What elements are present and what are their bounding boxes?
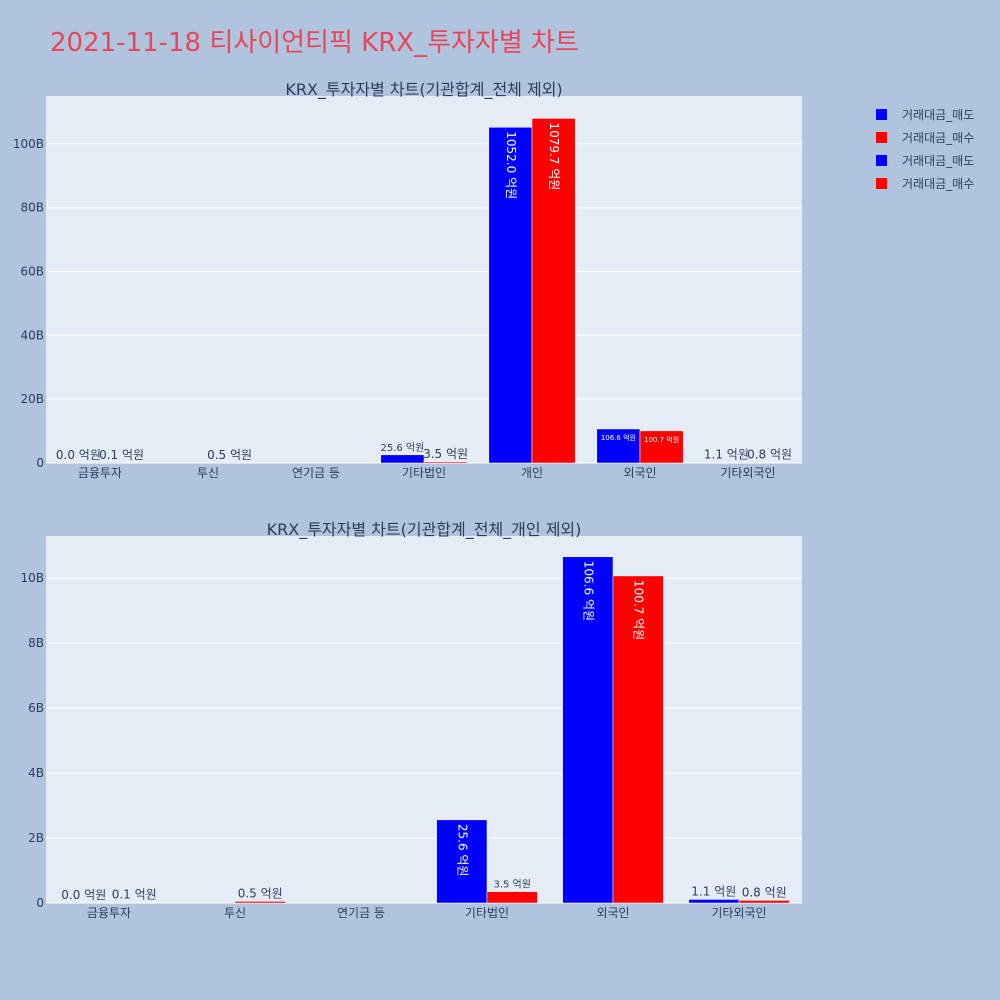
bar-sell[interactable] bbox=[380, 454, 425, 464]
x-tick-label: 기타법인 bbox=[402, 466, 446, 480]
legend-label[interactable]: 거래대금_매도 bbox=[902, 154, 974, 168]
legend-label[interactable]: 거래대금_매도 bbox=[902, 108, 974, 122]
bar-sell[interactable] bbox=[436, 819, 488, 904]
y-tick-label: 60B bbox=[20, 265, 44, 279]
x-tick-label: 기타외국인 bbox=[711, 906, 766, 920]
y-tick-label: 40B bbox=[20, 328, 44, 342]
bar-buy[interactable] bbox=[234, 901, 286, 904]
x-tick-label: 투신 bbox=[224, 906, 246, 920]
y-tick-label: 80B bbox=[20, 201, 44, 215]
data-label: 3.5 억원 bbox=[423, 447, 468, 461]
data-label: 0.8 억원 bbox=[747, 448, 792, 462]
y-tick-label: 4B bbox=[28, 766, 44, 780]
x-tick-label: 개인 bbox=[521, 466, 543, 480]
page-title: 2021-11-18 티사이언티픽 KRX_투자자별 차트 bbox=[50, 28, 579, 58]
data-label: 106.6 억원 bbox=[581, 561, 595, 621]
data-label: 0.5 억원 bbox=[207, 448, 252, 462]
chart-title: KRX_투자자별 차트(기관합계_전체 제외) bbox=[285, 80, 562, 100]
bar-buy[interactable] bbox=[612, 575, 664, 904]
legend-label[interactable]: 거래대금_매수 bbox=[902, 131, 974, 145]
chart-2: 0 2B 4B 6B 8B 10B KRX_투자자별 차트(기관합계_전체_개인 제외) 금융… bbox=[20, 520, 802, 920]
data-label: 1079.7 억원 bbox=[547, 122, 561, 190]
legend-swatch[interactable] bbox=[876, 132, 887, 143]
bar-sell[interactable] bbox=[688, 899, 740, 904]
data-label: 0.8 억원 bbox=[742, 885, 787, 899]
data-label: 106.6 억원 bbox=[601, 433, 636, 442]
bar-buy[interactable] bbox=[531, 118, 576, 464]
data-label: 3.5 억원 bbox=[493, 879, 530, 891]
data-label: 25.6 억원 bbox=[455, 824, 469, 877]
data-label: 1.1 억원 bbox=[704, 448, 749, 462]
x-tick-label: 기타법인 bbox=[465, 906, 509, 920]
x-tick-label: 연기금 등 bbox=[292, 466, 340, 480]
bar-buy[interactable] bbox=[639, 430, 684, 464]
x-tick-label: 금융투자 bbox=[87, 906, 131, 920]
legend-swatch[interactable] bbox=[876, 178, 887, 189]
y-tick-label: 10B bbox=[20, 571, 44, 585]
chart-title: KRX_투자자별 차트(기관합계_전체_개인 제외) bbox=[267, 520, 582, 540]
data-label: 0.1 억원 bbox=[99, 448, 144, 462]
x-tick-label: 금융투자 bbox=[78, 466, 122, 480]
bar-sell[interactable] bbox=[562, 556, 614, 904]
y-tick-label: 6B bbox=[28, 701, 44, 715]
legend-swatch[interactable] bbox=[876, 109, 887, 120]
data-label: 25.6 억원 bbox=[380, 442, 424, 454]
bar-buy[interactable] bbox=[738, 900, 790, 904]
plot-area bbox=[46, 96, 802, 463]
y-tick-label: 100B bbox=[13, 137, 44, 151]
chart-1: 0 20B 40B 60B 80B 100B KRX_투자자별 차트(기관합계_전체 제외)… bbox=[13, 80, 802, 480]
data-label: 1052.0 억원 bbox=[504, 131, 518, 199]
plot-area bbox=[46, 536, 802, 903]
data-label: 100.7 억원 bbox=[632, 580, 646, 640]
x-tick-label: 기타외국인 bbox=[720, 466, 775, 480]
data-label: 0.0 억원 bbox=[56, 448, 101, 462]
bar-buy[interactable] bbox=[486, 891, 538, 904]
x-tick-label: 외국인 bbox=[623, 466, 656, 480]
y-tick-label: 20B bbox=[20, 392, 44, 406]
bar-buy[interactable] bbox=[423, 461, 468, 464]
data-label: 1.1 억원 bbox=[691, 884, 736, 898]
data-label: 0.5 억원 bbox=[238, 886, 283, 900]
x-tick-label: 투신 bbox=[197, 466, 219, 480]
data-label: 100.7 억원 bbox=[644, 435, 679, 444]
y-tick-label: 2B bbox=[28, 831, 44, 845]
x-tick-label: 연기금 등 bbox=[337, 906, 385, 920]
y-tick-label: 0 bbox=[36, 456, 44, 470]
bar-sell[interactable] bbox=[596, 428, 641, 464]
data-label: 0.0 억원 bbox=[61, 888, 106, 902]
data-label: 0.1 억원 bbox=[112, 888, 157, 902]
legend-swatch[interactable] bbox=[876, 155, 887, 166]
y-tick-label: 8B bbox=[28, 636, 44, 650]
x-tick-label: 외국인 bbox=[596, 906, 629, 920]
legend-label[interactable]: 거래대금_매수 bbox=[902, 177, 974, 191]
y-tick-label: 0 bbox=[36, 896, 44, 910]
